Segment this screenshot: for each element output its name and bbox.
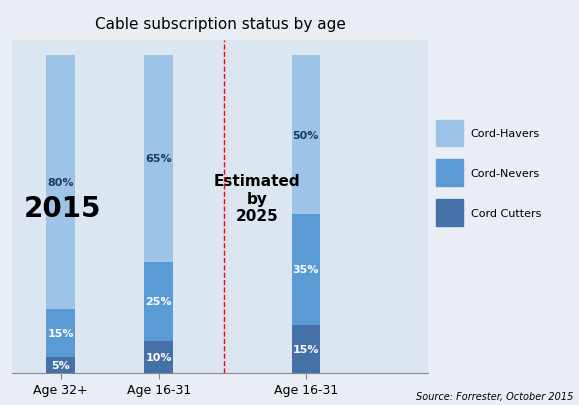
Text: 5%: 5%	[52, 360, 70, 370]
Bar	[46, 56, 75, 309]
Text: 80%: 80%	[47, 178, 74, 188]
Text: 35%: 35%	[292, 265, 319, 275]
Text: 15%: 15%	[47, 328, 74, 338]
Bar	[46, 309, 75, 357]
Text: Cord-Havers: Cord-Havers	[471, 128, 540, 139]
Text: Cord-Nevers: Cord-Nevers	[471, 168, 540, 178]
Bar	[144, 341, 173, 373]
Bar	[292, 325, 320, 373]
Bar	[436, 160, 463, 187]
Bar	[292, 56, 320, 215]
Bar	[46, 357, 75, 373]
Bar	[292, 215, 320, 325]
Text: 25%: 25%	[145, 296, 172, 307]
Text: 50%: 50%	[292, 130, 319, 141]
Text: Source: Forrester, October 2015: Source: Forrester, October 2015	[416, 391, 573, 401]
Text: 65%: 65%	[145, 154, 172, 164]
Text: Estimated
by
2025: Estimated by 2025	[214, 174, 300, 224]
Text: 15%: 15%	[292, 344, 319, 354]
Text: 2015: 2015	[24, 194, 101, 222]
Title: Cable subscription status by age: Cable subscription status by age	[94, 17, 346, 32]
Bar	[144, 56, 173, 262]
Bar	[436, 200, 463, 226]
Bar	[436, 120, 463, 147]
Bar	[144, 262, 173, 341]
Text: 10%: 10%	[145, 352, 172, 362]
Text: Cord Cutters: Cord Cutters	[471, 208, 541, 218]
